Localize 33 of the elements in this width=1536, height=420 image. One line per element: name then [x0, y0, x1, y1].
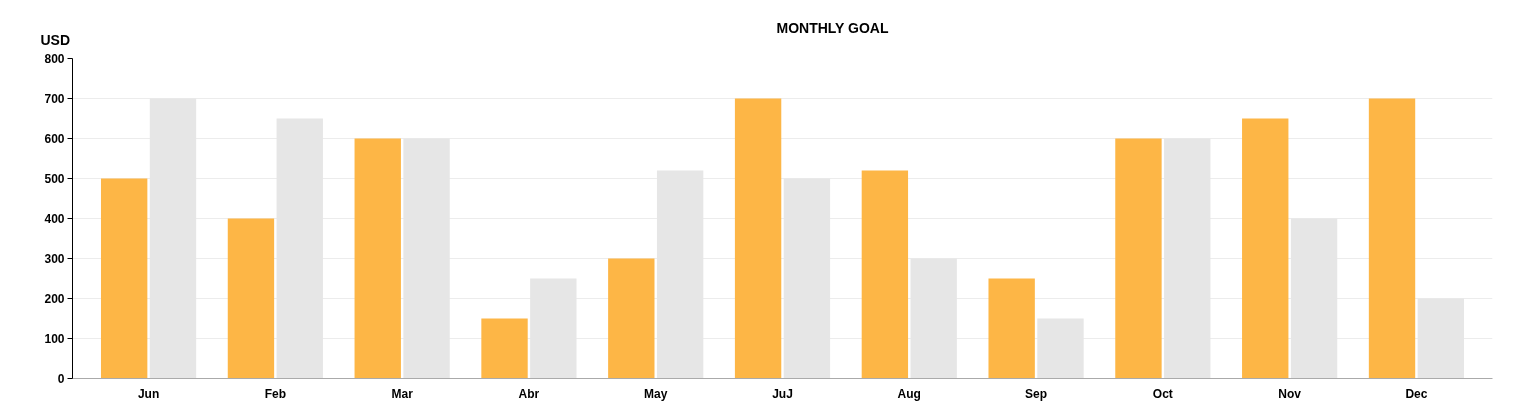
x-tick-label: Jun: [137, 386, 160, 401]
x-tick-label: Oct: [1152, 386, 1173, 401]
chart-title: MONTHLY GOAL: [776, 20, 889, 36]
x-tick-label: Abr: [518, 386, 540, 401]
x-tick-label: May: [644, 386, 668, 401]
y-tick-label: 300: [44, 252, 65, 266]
bar: [1115, 138, 1162, 379]
x-tick-label: Mar: [391, 386, 414, 401]
bar: [1242, 118, 1289, 379]
bar: [988, 278, 1035, 379]
x-tick-label: Sep: [1025, 386, 1048, 401]
bar: [354, 138, 401, 379]
bar: [861, 170, 909, 379]
x-tick-label: Aug: [897, 386, 921, 401]
bar: [608, 258, 655, 379]
x-tick-label: Feb: [264, 386, 287, 401]
bar: [1368, 98, 1416, 379]
y-tick-label: 400: [44, 212, 65, 226]
y-axis-title: USD: [40, 31, 71, 48]
y-tick-label: 100: [44, 332, 65, 346]
bar: [481, 318, 528, 379]
y-tick-label: 0: [57, 372, 65, 386]
bar: [734, 98, 782, 379]
x-tick-label: JuJ: [772, 386, 793, 401]
x-tick-label: Nov: [1278, 386, 1302, 401]
y-tick-label: 600: [44, 132, 65, 146]
x-tick-label: Dec: [1405, 386, 1428, 401]
bar: [100, 178, 148, 379]
y-tick-label: 500: [44, 172, 65, 186]
y-tick-label: 800: [44, 52, 65, 66]
y-tick-label: 200: [44, 292, 65, 306]
bar: [227, 218, 275, 379]
y-tick-label: 700: [44, 92, 65, 106]
